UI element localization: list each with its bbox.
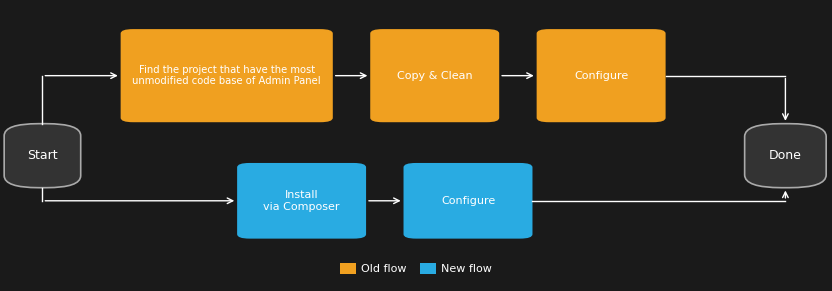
Text: Find the project that have the most
unmodified code base of Admin Panel: Find the project that have the most unmo… — [132, 65, 321, 86]
Text: Copy & Clean: Copy & Clean — [397, 71, 473, 81]
Text: Install
via Composer: Install via Composer — [264, 190, 339, 212]
FancyBboxPatch shape — [537, 29, 666, 122]
Legend: Old flow, New flow: Old flow, New flow — [338, 261, 494, 277]
Text: Done: Done — [769, 149, 802, 162]
FancyBboxPatch shape — [745, 124, 826, 188]
FancyBboxPatch shape — [370, 29, 499, 122]
Text: Configure: Configure — [441, 196, 495, 206]
FancyBboxPatch shape — [121, 29, 333, 122]
Text: Configure: Configure — [574, 71, 628, 81]
FancyBboxPatch shape — [237, 163, 366, 239]
Text: Start: Start — [27, 149, 57, 162]
FancyBboxPatch shape — [4, 124, 81, 188]
FancyBboxPatch shape — [404, 163, 532, 239]
